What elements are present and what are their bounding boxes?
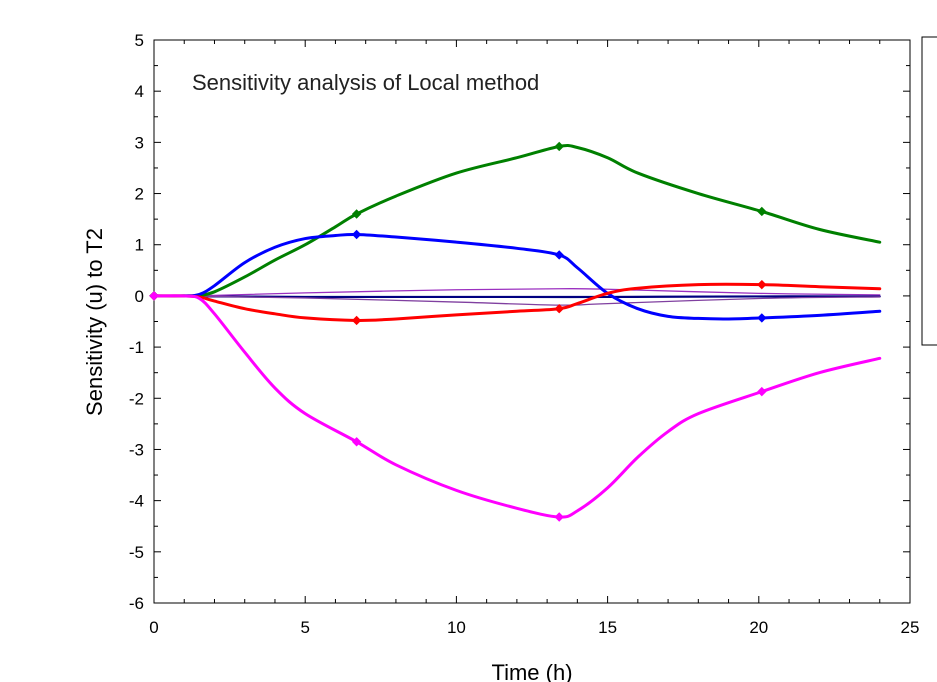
series-marker-4	[554, 512, 564, 522]
y-tick-label: -6	[129, 594, 144, 613]
x-tick-label: 5	[300, 618, 309, 637]
x-axis-label: Time (h)	[491, 660, 572, 682]
series-marker-1	[757, 206, 767, 217]
series-marker-2	[757, 313, 767, 323]
y-tick-label: 1	[135, 236, 144, 255]
y-tick-label: 0	[135, 287, 144, 306]
series-marker-4	[757, 386, 767, 397]
x-tick-label: 25	[901, 618, 920, 637]
x-tick-label: 10	[447, 618, 466, 637]
series-marker-1	[554, 141, 564, 152]
x-tick-label: 20	[749, 618, 768, 637]
series-line-1	[152, 144, 882, 298]
series-marker-1	[351, 209, 362, 219]
series-marker-4	[351, 437, 362, 447]
y-tick-label: -1	[129, 338, 144, 357]
y-tick-label: 2	[135, 185, 144, 204]
series-marker-4	[149, 291, 159, 301]
series-marker-2	[351, 229, 362, 240]
x-tick-label: 0	[149, 618, 158, 637]
axis-ticks	[153, 39, 911, 604]
y-tick-label: -3	[129, 440, 144, 459]
x-tick-label: 15	[598, 618, 617, 637]
y-tick-label: -2	[129, 389, 144, 408]
y-axis-label: Sensitivity (u) to T2	[82, 228, 107, 416]
y-tick-label: 3	[135, 133, 144, 152]
series-marker-3	[351, 315, 362, 326]
series-line-4	[152, 294, 882, 519]
series-layer	[149, 141, 882, 522]
tick-labels: 0 5 10 15 20 25 -6 -5 -4 -3 -2 -1 0 1 2 3 4 5	[129, 31, 920, 637]
y-tick-label: -4	[129, 492, 144, 511]
series-line-3	[152, 282, 882, 323]
y-tick-label: 5	[135, 31, 144, 50]
series-marker-3	[757, 279, 767, 290]
legend-box	[921, 36, 937, 346]
chart-title: Sensitivity analysis of Local method	[192, 70, 539, 95]
series-marker-2	[554, 250, 564, 260]
y-tick-label: 4	[135, 82, 144, 101]
series-marker-3	[554, 303, 564, 314]
y-tick-label: -5	[129, 543, 144, 562]
series-line-2	[152, 232, 882, 321]
